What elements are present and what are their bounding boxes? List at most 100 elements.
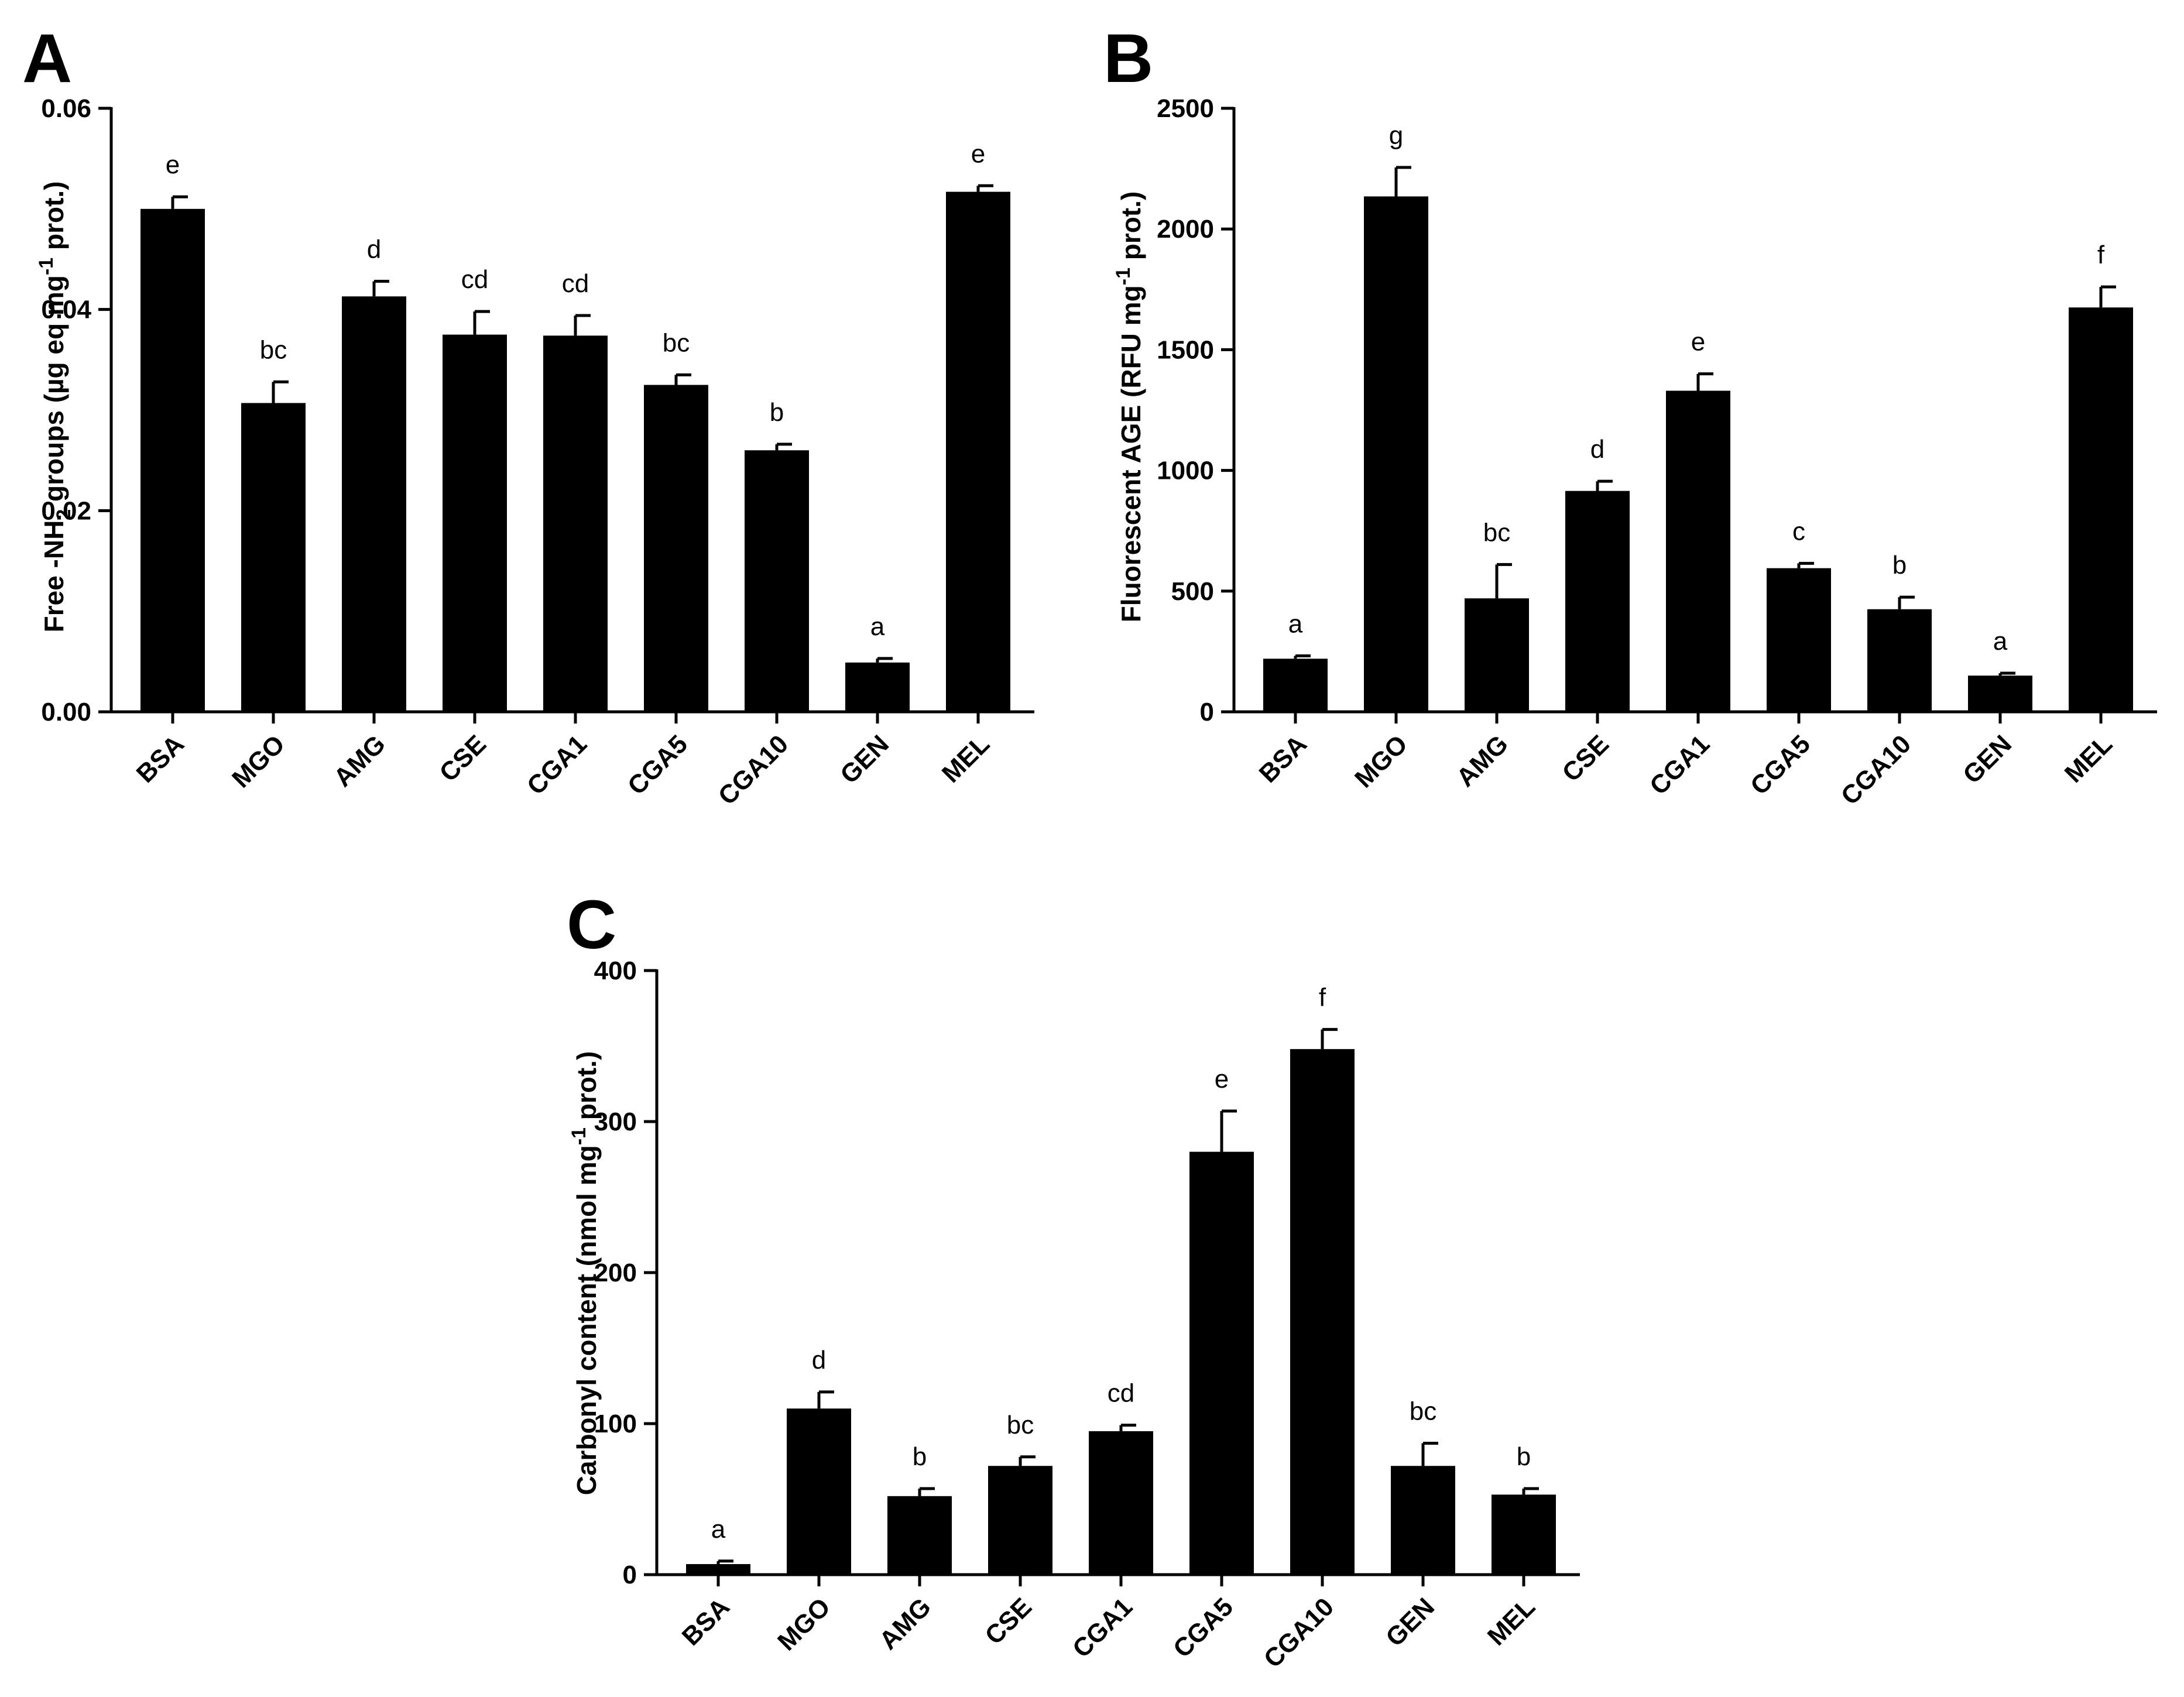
- panel-c-significance-label: a: [711, 1515, 726, 1544]
- panel-c-significance-label: e: [1215, 1065, 1229, 1093]
- panel-c-bar-cga1: [1089, 1431, 1153, 1575]
- panel-b-category-label: MEL: [2059, 729, 2118, 788]
- panel-a-y-tick-label: 0.02: [41, 496, 91, 525]
- panel-b-bar-cga10: [1867, 609, 1932, 712]
- panel-b: B Fluorescent AGE (RFU mg-1 prot.) 0 500 1…: [1103, 20, 2157, 811]
- panel-a-category-label: MGO: [227, 729, 290, 793]
- panel-b-significance-label: g: [1389, 121, 1403, 150]
- panel-a-bar-amg: [342, 296, 406, 712]
- panel-a-significance-label: a: [870, 612, 885, 641]
- panel-b-y-axis-title-part: Fluorescent AGE (RFU mg: [1116, 285, 1146, 622]
- panel-a-y-axis-title-part: groups (µg eq mg: [39, 275, 69, 509]
- panel-b-significance-label: a: [1288, 609, 1303, 638]
- panel-c-letter: C: [567, 886, 616, 964]
- panel-a-significance-label: cd: [562, 269, 589, 298]
- panel-a-category-label: CSE: [434, 729, 492, 787]
- panel-c-y-axis-title: Carbonyl content (nmol mg-1 prot.): [568, 1051, 602, 1496]
- panel-a-significance-label: b: [770, 398, 784, 427]
- panel-a-significance-label: e: [166, 150, 180, 179]
- panel-c-bar-amg: [887, 1496, 952, 1575]
- panel-b-significance-label: b: [1892, 551, 1907, 580]
- panel-c-category-label: MGO: [772, 1592, 836, 1656]
- panel-c-category-label: AMG: [874, 1592, 937, 1655]
- panel-a-bar-mgo: [241, 403, 306, 712]
- panel-c-significance-label: b: [913, 1442, 927, 1471]
- panel-c-bar-cse: [988, 1466, 1052, 1575]
- panel-b-bar-mgo: [1364, 196, 1428, 712]
- panel-a-bar-cga5: [644, 385, 708, 712]
- panel-a-y-tick-label: 0.04: [41, 296, 91, 324]
- panel-b-significance-label: bc: [1483, 518, 1510, 547]
- panel-c-category-label: CSE: [979, 1592, 1037, 1650]
- panel-b-bar-cga5: [1767, 568, 1831, 712]
- panel-c-category-label: CGA10: [1259, 1592, 1339, 1673]
- panel-b-y-tick-label: 500: [1171, 577, 1214, 606]
- panel-c-marks: 0 100 200 300 400 a BSA d MGO b AMG bc CSE cd CGA1 e CGA…: [594, 957, 1580, 1674]
- panel-c-y-tick-label: 400: [594, 957, 637, 985]
- panel-c-bar-cga5: [1189, 1151, 1254, 1575]
- panel-b-significance-label: e: [1691, 328, 1705, 356]
- panel-a-category-label: GEN: [835, 729, 894, 789]
- panel-a-bar-mel: [946, 191, 1010, 712]
- panel-a-y-axis-title-superscript: -1: [35, 258, 57, 275]
- panel-b-marks: 05001000150020002500aBSAgMGObcAMGdCSEeCG…: [1157, 94, 2157, 811]
- panel-a-category-label: CGA5: [622, 729, 693, 800]
- panel-a-letter: A: [22, 20, 72, 97]
- panel-b-category-label: CGA10: [1836, 729, 1916, 810]
- panel-b-category-label: AMG: [1451, 729, 1514, 792]
- panel-c-y-tick-label: 100: [594, 1410, 637, 1438]
- panel-a-category-label: AMG: [328, 729, 391, 792]
- panel-c-significance-label: bc: [1007, 1411, 1034, 1439]
- panel-b-category-label: BSA: [1254, 729, 1312, 788]
- panel-c-bar-mel: [1492, 1494, 1556, 1575]
- panel-a-bar-cga1: [543, 335, 608, 712]
- panel-c-significance-label: bc: [1410, 1397, 1436, 1426]
- panel-c-bar-bsa: [686, 1564, 750, 1575]
- panel-b-y-tick-label: 1500: [1157, 335, 1214, 364]
- panel-c-category-label: CGA5: [1168, 1592, 1239, 1663]
- panel-c-bar-mgo: [787, 1408, 851, 1575]
- panel-a-bar-bsa: [140, 208, 205, 712]
- panel-a-category-label: MEL: [937, 729, 995, 788]
- panel-b-category-label: GEN: [1957, 729, 2017, 789]
- panel-c-bar-gen: [1391, 1466, 1455, 1575]
- panel-b-y-tick-label: 2500: [1157, 94, 1214, 123]
- panel-c-y-tick-label: 300: [594, 1108, 637, 1136]
- panel-c-significance-label: f: [1319, 983, 1326, 1012]
- panel-c-y-axis-title-part: Carbonyl content (nmol mg: [571, 1145, 602, 1495]
- panel-c: C Carbonyl content (nmol mg-1 prot.) 0 10…: [567, 886, 1580, 1674]
- panel-c-significance-label: d: [812, 1346, 826, 1374]
- panel-b-bar-gen: [1968, 676, 2032, 712]
- panel-a-category-label: CGA10: [713, 729, 794, 810]
- panel-b-y-tick-label: 2000: [1157, 215, 1214, 244]
- panel-b-bar-amg: [1465, 598, 1529, 712]
- panel-a-y-tick-label: 0.06: [41, 94, 91, 123]
- panel-b-significance-label: c: [1792, 517, 1805, 546]
- panel-a-bar-cga10: [745, 450, 809, 712]
- panel-a-bar-cse: [443, 334, 507, 712]
- panel-b-letter: B: [1103, 20, 1153, 97]
- panel-b-category-label: CSE: [1556, 729, 1614, 787]
- panel-c-significance-label: cd: [1108, 1379, 1134, 1408]
- panel-a-significance-label: bc: [663, 328, 690, 357]
- panel-b-category-label: CGA5: [1745, 729, 1816, 800]
- panel-b-bar-cga1: [1666, 390, 1730, 712]
- panel-a: A Free -NH2 groups (µg eq mg-1 prot.) 0.…: [22, 20, 1034, 811]
- panel-b-y-axis-title-superscript: -1: [1112, 268, 1134, 285]
- panel-b-significance-label: a: [1993, 627, 2008, 656]
- panel-c-bar-cga10: [1290, 1049, 1355, 1575]
- panel-b-bar-cse: [1565, 491, 1630, 712]
- panel-c-y-axis-title-part: prot.): [571, 1051, 602, 1127]
- panel-a-y-axis-title-part: prot.): [39, 181, 69, 258]
- panel-a-marks: 0.00 0.02 0.04 0.06 e BSA bc MGO d AMG cd CSE cd CGA1…: [41, 94, 1034, 811]
- panel-b-category-label: MGO: [1349, 729, 1413, 793]
- panel-a-bar-gen: [845, 662, 910, 712]
- panel-c-category-label: BSA: [677, 1592, 735, 1651]
- panel-b-y-axis-title-part: prot.): [1116, 191, 1146, 268]
- panel-c-category-label: GEN: [1380, 1592, 1440, 1652]
- panel-a-y-tick-label: 0.00: [41, 698, 91, 726]
- panel-b-category-label: CGA1: [1644, 729, 1715, 800]
- panel-c-y-tick-label: 0: [623, 1561, 637, 1589]
